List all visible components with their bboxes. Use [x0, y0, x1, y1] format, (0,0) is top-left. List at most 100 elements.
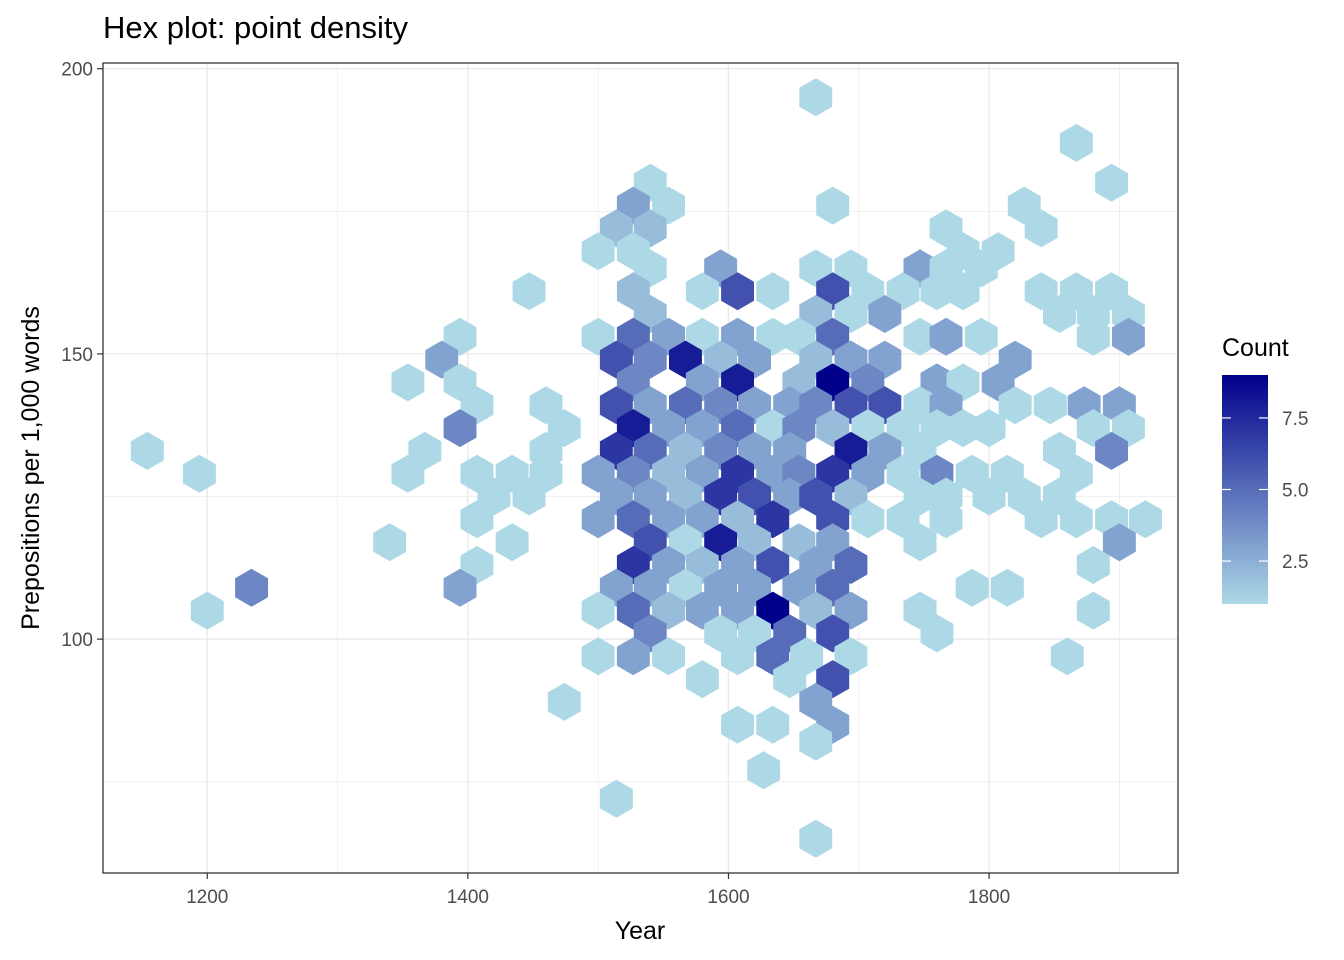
hex-bin — [756, 317, 790, 356]
hex-bin — [183, 454, 216, 493]
hex-bin — [721, 637, 754, 676]
hex-bin — [581, 317, 615, 356]
hex-bin — [391, 363, 425, 402]
legend-tick-label: 5.0 — [1282, 481, 1308, 502]
hex-bin — [425, 340, 459, 379]
hex-bin — [581, 454, 615, 493]
hex-bin — [972, 477, 1006, 516]
hex-bin — [652, 591, 685, 630]
hex-bin — [920, 614, 954, 653]
hex-bin — [652, 186, 685, 225]
hex-bin — [685, 660, 719, 699]
hex-bin — [581, 500, 615, 539]
hex-bin — [235, 568, 268, 607]
hex-bin — [581, 232, 615, 271]
x-tick-label: 1600 — [707, 887, 749, 908]
legend-ticks: 2.5 5.0 7.5 — [1222, 409, 1308, 573]
hex-bin — [834, 637, 868, 676]
hex-bin — [512, 477, 546, 516]
hex-bin — [955, 568, 989, 607]
hex-bin — [512, 272, 546, 311]
hex-bin — [130, 431, 164, 470]
hex-bin — [929, 500, 963, 539]
hex-bin — [685, 272, 719, 311]
hex-bin — [756, 546, 790, 584]
hex-bin — [599, 779, 633, 818]
axes: 1200 1400 1600 1800 100 150 200 — [61, 60, 1010, 908]
hex-bin — [998, 386, 1032, 425]
hex-bin — [946, 272, 980, 311]
hex-bin — [964, 249, 998, 288]
hex-bin — [460, 500, 494, 539]
y-axis-title: Prepositions per 1,000 words — [17, 306, 45, 630]
hex-bin — [1050, 637, 1084, 676]
hex-bin — [1095, 431, 1128, 470]
hex-bin — [929, 317, 963, 356]
hex-bin — [816, 186, 850, 225]
hex-bin — [652, 637, 685, 676]
hex-bin — [834, 591, 868, 630]
plot-border — [102, 62, 1179, 874]
hex-bin — [1076, 591, 1110, 630]
x-axis-title: Year — [615, 917, 666, 945]
hex-bin — [1102, 523, 1136, 562]
hex-bin — [495, 523, 529, 562]
legend-title: Count — [1222, 334, 1289, 362]
hex-bin — [721, 272, 754, 311]
hex-bin — [721, 705, 754, 744]
hex-bin — [1076, 317, 1110, 356]
hex-bin — [756, 272, 790, 311]
x-tick-label: 1400 — [447, 887, 489, 908]
hex-bin — [529, 386, 563, 425]
hex-bin — [1129, 500, 1162, 539]
legend-tick-label: 7.5 — [1282, 409, 1308, 430]
x-tick-label: 1200 — [186, 887, 228, 908]
hex-bin — [1095, 163, 1128, 202]
hex-bin — [964, 317, 998, 356]
hex-bin — [1059, 500, 1093, 539]
hex-bin — [190, 591, 224, 630]
hex-bin — [756, 500, 790, 539]
hex-bin — [373, 523, 407, 562]
hex-bin — [547, 682, 581, 721]
hex-bin — [799, 78, 833, 117]
hex-bin — [1076, 409, 1110, 448]
chart-title: Hex plot: point density — [103, 10, 409, 45]
hex-bin — [1076, 546, 1110, 584]
hex-bin — [443, 317, 477, 356]
hex-bin — [903, 523, 937, 562]
hex-bin — [816, 409, 850, 448]
hex-bin — [1024, 272, 1058, 311]
hex-bin — [547, 409, 581, 448]
hex-bin — [1043, 295, 1076, 333]
hex-bin — [903, 317, 937, 356]
hex-bin — [1024, 209, 1058, 248]
hex-bin — [886, 272, 920, 311]
hex-bin — [816, 614, 850, 653]
hex-bin — [972, 409, 1006, 448]
hex-bin — [851, 500, 885, 539]
hex-bin — [834, 295, 868, 333]
hex-bin — [834, 546, 868, 584]
y-tick-label: 100 — [61, 630, 93, 651]
hex-bin — [443, 568, 477, 607]
hex-bin — [946, 409, 980, 448]
hex-bin — [1112, 317, 1145, 356]
hex-bin — [990, 568, 1024, 607]
legend: Count 2.5 5.0 7.5 — [1222, 334, 1308, 604]
hex-bins — [130, 78, 1162, 858]
hex-bin — [773, 660, 807, 699]
hex-bin — [799, 819, 833, 858]
hex-bin — [756, 705, 790, 744]
hex-bin — [443, 409, 477, 448]
hex-bin — [616, 637, 650, 676]
hex-bin — [1024, 500, 1058, 539]
hex-bin — [868, 295, 902, 333]
x-tick-label: 1800 — [968, 887, 1010, 908]
legend-tick-label: 2.5 — [1282, 552, 1308, 573]
hex-bin — [685, 591, 719, 630]
hex-bin — [920, 272, 954, 311]
hex-bin — [799, 722, 833, 761]
hex-bin — [581, 637, 615, 676]
